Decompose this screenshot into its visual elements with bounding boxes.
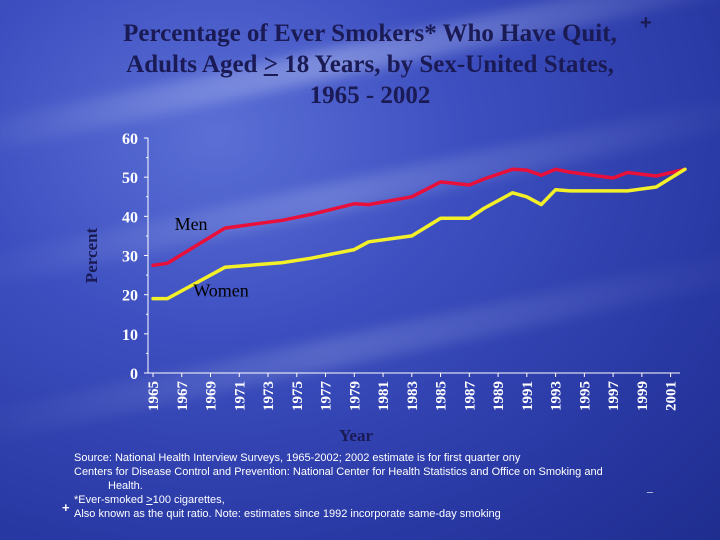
- series-label-women: Women: [193, 281, 249, 301]
- series-label-men: Men: [175, 214, 208, 234]
- x-tick-label: 1975: [290, 381, 306, 411]
- x-tick-label: 1971: [232, 381, 248, 411]
- source-notes: Source: National Health Interview Survey…: [74, 451, 674, 521]
- y-tick-label: 50: [122, 170, 138, 187]
- y-tick-label: 20: [122, 288, 138, 305]
- y-tick-label: 30: [122, 249, 138, 266]
- y-tick-label: 0: [130, 366, 138, 383]
- series-line-women: [151, 167, 687, 301]
- x-tick-label: 1977: [319, 381, 335, 412]
- x-tick-label: 1989: [491, 381, 507, 411]
- x-tick-label: 1993: [549, 381, 565, 411]
- x-axis-title: Year: [339, 426, 373, 445]
- x-tick-label: 1997: [606, 381, 622, 412]
- x-tick-label: 1967: [175, 381, 191, 412]
- source-line-4: *Ever-smoked >100 cigarettes,: [74, 494, 225, 506]
- x-tick-label: 1965: [146, 381, 162, 411]
- source-line-5: Also known as the quit ratio. Note: esti…: [74, 508, 501, 520]
- series-line-men: [151, 167, 687, 268]
- title-line-2: Adults Aged > 18 Years, by Sex-United St…: [126, 51, 614, 78]
- y-tick-label: 40: [122, 209, 138, 226]
- source-line-2: Centers for Disease Control and Preventi…: [74, 466, 603, 478]
- x-tick-label: 1973: [261, 381, 277, 411]
- y-tick-label: 10: [122, 327, 138, 344]
- source-line-3: Health.: [108, 480, 143, 492]
- source-line-1: Source: National Health Interview Survey…: [74, 452, 521, 464]
- x-tick-label: 1983: [405, 381, 421, 411]
- y-tick-label: 60: [122, 131, 138, 148]
- title-line-3: 1965 - 2002: [309, 82, 431, 109]
- x-tick-label: 2001: [664, 381, 680, 411]
- x-tick-label: 1969: [204, 381, 220, 411]
- x-tick-label: 1979: [347, 381, 363, 411]
- x-tick-label: 1995: [577, 381, 593, 411]
- x-tick-label: 1981: [376, 381, 392, 411]
- x-tick-label: 1985: [434, 381, 450, 411]
- footnote-dash: _: [647, 480, 653, 494]
- title-line-1: Percentage of Ever Smokers* Who Have Qui…: [123, 20, 617, 47]
- y-axis-title: Percent: [82, 227, 101, 283]
- x-tick-label: 1991: [520, 381, 536, 411]
- x-tick-label: 1999: [635, 381, 651, 411]
- x-tick-label: 1987: [462, 381, 478, 412]
- chart-title: Percentage of Ever Smokers* Who Have Qui…: [50, 18, 690, 111]
- title-footnote-mark: +: [640, 12, 652, 34]
- source-footnote-mark: +: [62, 500, 70, 515]
